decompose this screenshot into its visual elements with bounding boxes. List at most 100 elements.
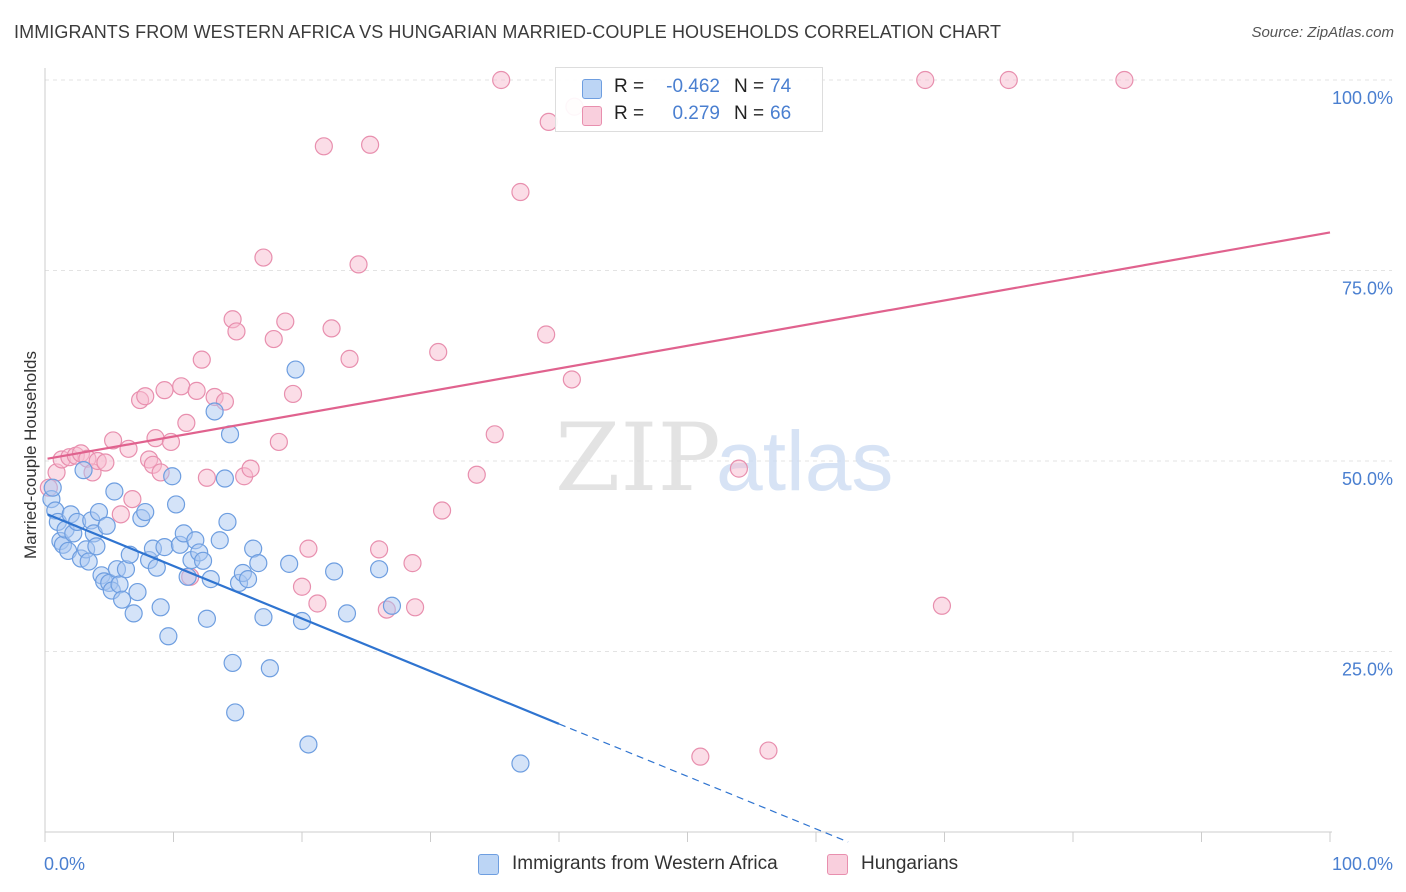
data-point	[151, 598, 170, 617]
data-point	[916, 70, 935, 90]
data-point	[128, 582, 147, 602]
watermark-atlas: atlas	[716, 414, 893, 508]
data-point	[361, 135, 380, 154]
data-point	[269, 432, 288, 452]
data-point	[43, 478, 62, 497]
legend-n-value: 74	[770, 76, 792, 97]
data-point	[136, 387, 155, 406]
legend-r-label: R =	[614, 76, 645, 97]
legend-n-label: N =	[734, 103, 765, 124]
data-point	[260, 659, 279, 678]
data-point	[241, 459, 260, 478]
western-africa-points	[42, 360, 530, 773]
data-point	[105, 482, 124, 501]
watermark: ZIP atlas	[555, 404, 893, 513]
data-point	[111, 505, 130, 524]
data-point	[89, 502, 109, 522]
data-point	[223, 653, 242, 673]
data-point	[405, 598, 425, 617]
data-point	[87, 537, 106, 556]
data-point	[370, 540, 389, 559]
data-point	[193, 551, 213, 570]
data-point	[104, 431, 123, 450]
chart-title: IMMIGRANTS FROM WESTERN AFRICA VS HUNGAR…	[14, 22, 1002, 42]
data-point	[227, 322, 246, 341]
trend-line-western-africa	[47, 513, 560, 725]
data-point	[337, 604, 357, 623]
legend-label: Immigrants from Western Africa	[512, 853, 778, 874]
legend-swatch-pink	[582, 106, 602, 126]
data-point	[403, 554, 422, 573]
data-point	[74, 461, 93, 480]
data-point	[218, 512, 237, 532]
legend-r-value: 0.279	[672, 103, 720, 124]
data-point	[932, 596, 952, 615]
data-point	[299, 539, 318, 558]
data-point	[292, 577, 312, 596]
data-point	[110, 575, 129, 594]
hungarians-points	[39, 70, 1134, 766]
correlation-legend: R = -0.462 N = 74 R = 0.279 N = 66	[555, 67, 823, 132]
axes	[44, 68, 1332, 833]
data-point	[562, 370, 581, 389]
x-tick-marks	[44, 832, 1331, 842]
data-point	[192, 350, 211, 369]
legend-row-western-africa: R = -0.462 N = 74	[556, 73, 822, 101]
data-point	[163, 467, 182, 486]
data-point	[537, 325, 556, 344]
data-point	[264, 329, 283, 349]
data-point	[205, 402, 224, 421]
data-point	[112, 590, 132, 609]
data-point	[485, 425, 504, 444]
data-point	[429, 342, 448, 362]
data-point	[382, 596, 402, 615]
data-point	[340, 349, 359, 368]
x-tick-label: 0.0%	[44, 854, 85, 874]
y-tick-labels: 25.0% 50.0% 75.0% 100.0%	[1332, 88, 1393, 680]
legend-label: Hungarians	[861, 853, 959, 874]
data-point	[349, 255, 368, 274]
trend-lines	[47, 231, 1331, 843]
legend-n-label: N =	[734, 76, 765, 97]
data-point	[79, 552, 98, 571]
data-point	[283, 384, 303, 404]
data-point	[370, 560, 389, 579]
data-point	[155, 538, 174, 557]
legend-r-value: -0.462	[666, 76, 720, 97]
data-point	[97, 516, 116, 535]
data-point	[276, 312, 295, 331]
data-point	[249, 554, 268, 573]
data-point	[123, 490, 142, 509]
data-point	[254, 248, 273, 267]
data-point	[286, 360, 305, 379]
data-point	[187, 381, 206, 400]
y-tick-label: 100.0%	[1332, 88, 1393, 108]
data-point	[136, 502, 155, 522]
data-point	[197, 468, 217, 487]
data-point	[210, 531, 229, 550]
data-point	[155, 381, 174, 400]
x-tick-label: 100.0%	[1332, 854, 1393, 874]
source-credit: Source: ZipAtlas.com	[1251, 24, 1394, 41]
y-tick-label: 25.0%	[1342, 660, 1393, 680]
watermark-zip: ZIP	[555, 404, 721, 513]
y-tick-label: 75.0%	[1342, 279, 1393, 299]
data-point	[166, 495, 186, 514]
data-point	[1115, 70, 1134, 90]
legend-n-value: 66	[770, 103, 792, 124]
y-tick-label: 50.0%	[1342, 469, 1393, 489]
data-point	[467, 465, 486, 484]
legend-swatch-pink	[827, 854, 848, 875]
legend-swatch-blue	[582, 79, 602, 99]
data-point	[691, 747, 710, 766]
data-point	[299, 735, 318, 754]
gridlines	[45, 79, 1392, 652]
data-point	[314, 137, 333, 156]
data-point	[325, 562, 344, 581]
trend-line-hungarians	[47, 231, 1331, 460]
data-point	[254, 608, 273, 627]
x-tick-labels: 0.0% 100.0%	[44, 854, 1393, 874]
data-point	[280, 554, 299, 573]
data-point	[197, 609, 217, 628]
